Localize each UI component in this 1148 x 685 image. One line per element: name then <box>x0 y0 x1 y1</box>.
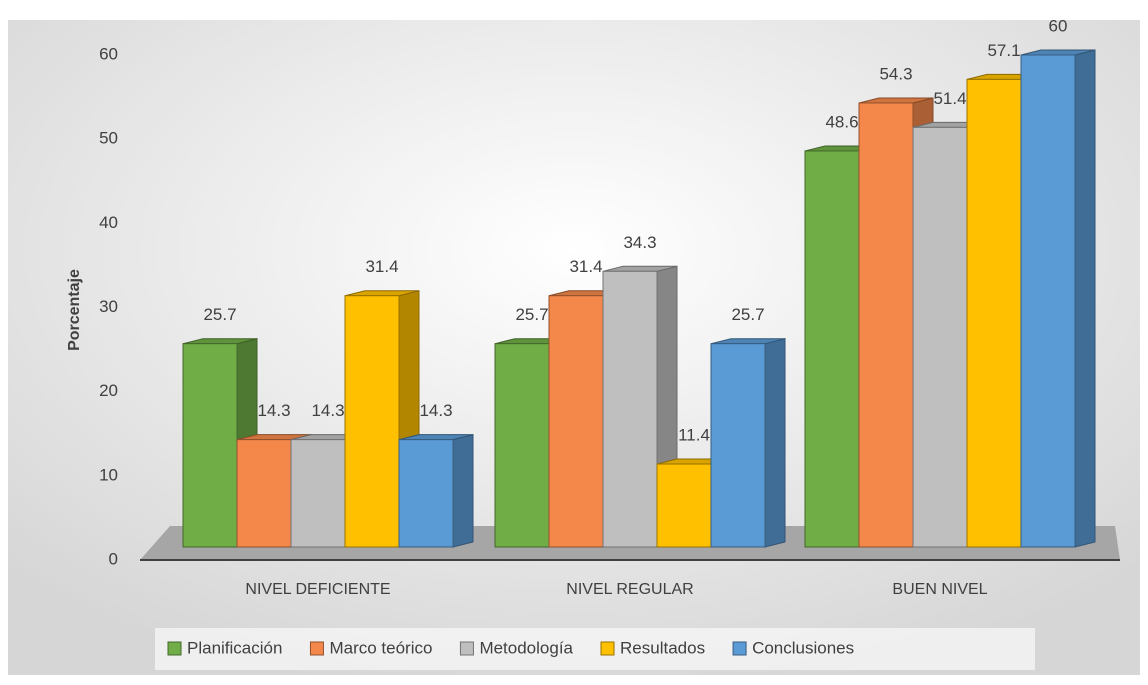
y-tick-label: 50 <box>99 129 118 148</box>
value-label: 25.7 <box>203 305 236 324</box>
bar <box>710 343 766 548</box>
y-tick-label: 10 <box>99 465 118 484</box>
bar <box>398 439 454 548</box>
legend-swatch <box>459 641 474 656</box>
bar <box>858 102 914 548</box>
bar <box>494 343 550 548</box>
bar <box>182 343 238 548</box>
bar <box>656 463 712 548</box>
bar-side <box>764 338 786 548</box>
x-tick-label: NIVEL REGULAR <box>566 581 693 598</box>
y-axis-label: Porcentaje <box>66 269 83 351</box>
value-label: 25.7 <box>731 305 764 324</box>
x-tick-label: BUEN NIVEL <box>892 581 987 598</box>
value-label: 14.3 <box>311 401 344 420</box>
legend-swatch <box>600 641 615 656</box>
bar <box>912 126 968 548</box>
bar <box>966 78 1022 548</box>
y-tick-label: 30 <box>99 297 118 316</box>
legend-label: Conclusiones <box>752 638 854 657</box>
value-label: 60 <box>1049 16 1068 35</box>
value-label: 34.3 <box>623 233 656 252</box>
legend-swatch <box>309 641 324 656</box>
x-tick-label: NIVEL DEFICIENTE <box>245 581 390 598</box>
legend-label: Marco teórico <box>329 638 432 657</box>
y-tick-label: 0 <box>109 549 118 568</box>
y-tick-label: 40 <box>99 213 118 232</box>
legend-label: Resultados <box>620 638 705 657</box>
bar <box>344 295 400 548</box>
value-label: 57.1 <box>987 41 1020 60</box>
y-tick-label: 20 <box>99 381 118 400</box>
value-label: 51.4 <box>933 89 966 108</box>
legend-label: Planificación <box>187 638 282 657</box>
value-label: 11.4 <box>678 426 710 445</box>
y-tick-label: 60 <box>99 44 118 63</box>
bar <box>548 295 604 548</box>
bar-side <box>452 434 474 548</box>
value-label: 31.4 <box>365 257 398 276</box>
bar <box>602 270 658 548</box>
bar <box>290 439 346 548</box>
bar <box>1020 54 1076 548</box>
value-label: 25.7 <box>515 305 548 324</box>
bar <box>804 150 860 548</box>
legend-swatch <box>167 641 182 656</box>
value-label: 14.3 <box>257 401 290 420</box>
legend <box>155 628 1035 670</box>
bar <box>236 439 292 548</box>
value-label: 14.3 <box>419 401 452 420</box>
value-label: 31.4 <box>569 257 602 276</box>
value-label: 54.3 <box>879 64 912 83</box>
bar-side <box>1074 49 1096 548</box>
legend-swatch <box>732 641 747 656</box>
value-label: 48.6 <box>825 112 858 131</box>
legend-label: Metodología <box>479 638 573 657</box>
